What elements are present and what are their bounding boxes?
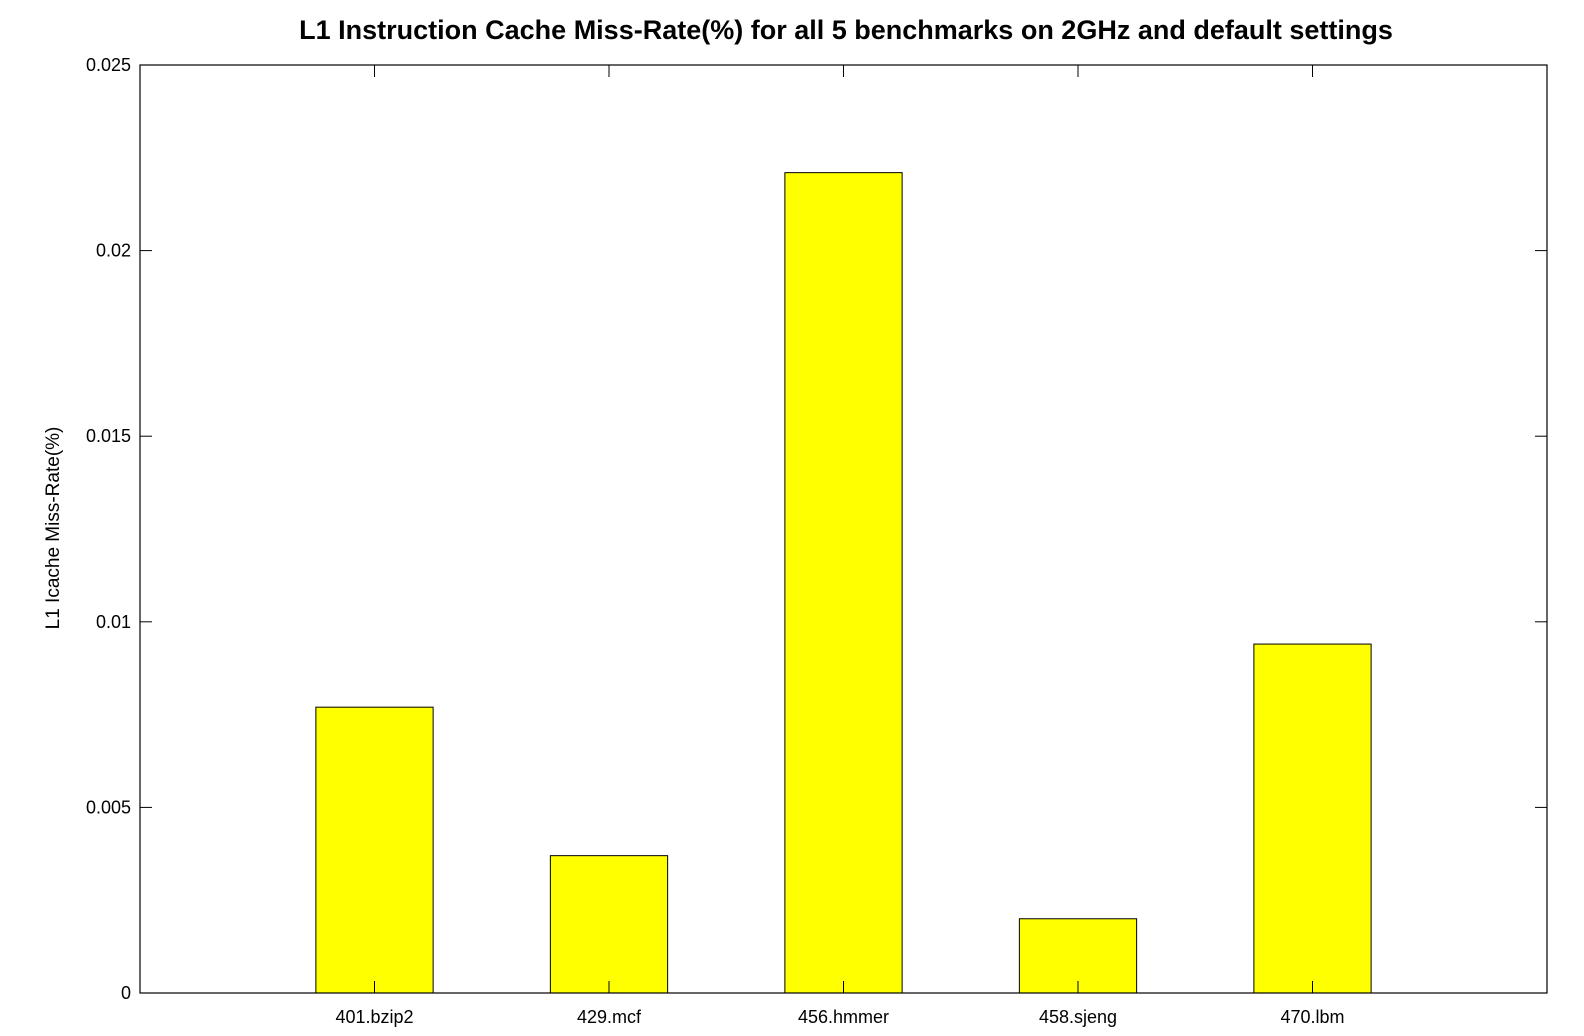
y-axis-label: L1 Icache Miss-Rate(%) [43,427,64,630]
bar-470.lbm [1253,643,1372,994]
x-tick-label: 429.mcf [577,1007,642,1027]
x-tick-label: 470.lbm [1280,1007,1344,1027]
y-tick-label: 0.01 [96,612,131,632]
x-tick-label: 458.sjeng [1039,1007,1117,1027]
y-tick-label: 0 [121,983,131,1003]
x-tick-label: 401.bzip2 [335,1007,413,1027]
y-tick-label: 0.005 [86,797,131,817]
chart-title: L1 Instruction Cache Miss-Rate(%) for al… [299,15,1393,45]
bar-456.hmmer [784,172,903,994]
bar-429.mcf [549,855,669,994]
bar-458.sjeng [1018,918,1138,994]
y-tick-label: 0.02 [96,241,131,261]
bar-401.bzip2 [315,706,434,994]
y-tick-label: 0.015 [86,426,131,446]
y-tick-label: 0.025 [86,55,131,75]
x-tick-label: 456.hmmer [798,1007,889,1027]
bars-group [315,172,1372,994]
plot-frame [139,64,1548,994]
